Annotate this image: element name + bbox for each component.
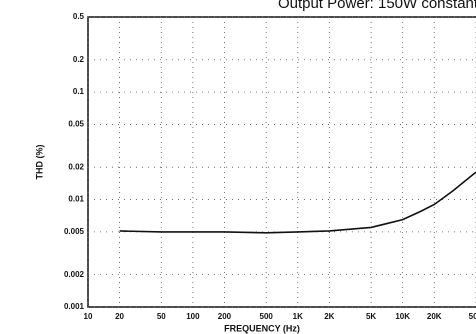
x-tick-label: 10K (395, 312, 410, 321)
x-tick-label: 20 (115, 312, 124, 321)
x-tick-label: 1K (293, 312, 303, 321)
y-tick-label: 0.2 (73, 55, 85, 64)
y-tick-label: 0.05 (68, 120, 84, 129)
data-line (119, 171, 476, 234)
x-tick-label: 500 (260, 312, 274, 321)
x-tick-label: 2K (324, 312, 334, 321)
x-tick-label: 100 (186, 312, 200, 321)
x-tick-label: 50 (157, 312, 166, 321)
x-tick-label: 20K (427, 312, 442, 321)
chart-title: Output Power: 150W constant (278, 0, 476, 12)
y-tick-label: 0.001 (64, 302, 85, 311)
y-tick-label: 0.002 (64, 270, 85, 279)
x-axis-label: FREQUENCY (Hz) (224, 323, 300, 333)
y-axis-label: THD (%) (34, 145, 44, 180)
y-tick-label: 0.5 (73, 12, 85, 21)
x-tick-label: 200 (218, 312, 232, 321)
y-tick-label: 0.02 (68, 162, 84, 171)
x-tick-label: 50K (469, 312, 476, 321)
y-tick-label: 0.01 (68, 195, 84, 204)
y-tick-label: 0.005 (64, 227, 85, 236)
plot-frame (87, 16, 476, 308)
x-tick-label: 5K (366, 312, 376, 321)
x-tick-label: 10 (84, 312, 93, 321)
y-tick-label: 0.1 (73, 87, 85, 96)
